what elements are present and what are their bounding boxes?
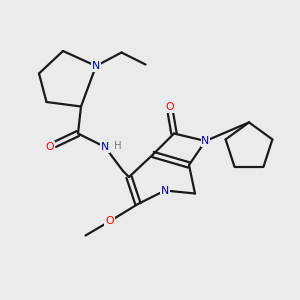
Text: O: O [45,142,54,152]
Text: H: H [114,141,122,151]
Text: O: O [105,216,114,226]
Text: N: N [92,61,100,71]
Text: N: N [201,136,210,146]
Text: O: O [165,102,174,112]
Text: N: N [161,185,169,196]
Text: N: N [101,142,109,152]
